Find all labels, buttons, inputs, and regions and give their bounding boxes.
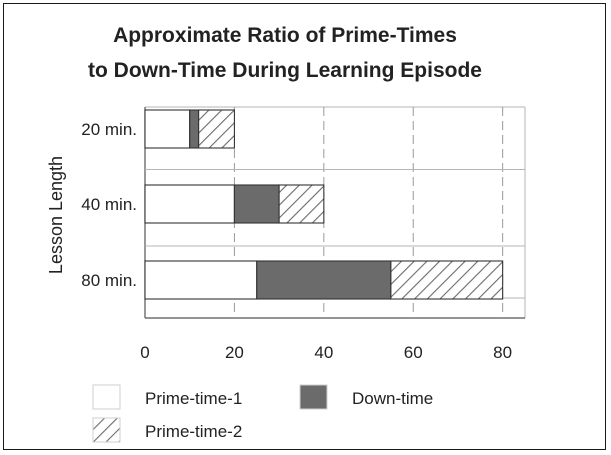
category-labels: 20 min. 40 min. 80 min. bbox=[81, 120, 137, 290]
bar-down-time-2 bbox=[256, 260, 392, 300]
bars bbox=[144, 109, 504, 300]
x-tick-label-20: 20 bbox=[225, 343, 244, 362]
bar-down-time-0 bbox=[189, 109, 200, 149]
category-label-2: 80 min. bbox=[81, 271, 137, 290]
legend: Prime-time-1 Down-time Prime-time-2 bbox=[92, 384, 433, 443]
legend-swatch-prime-time-1 bbox=[92, 384, 121, 410]
y-axis-label: Lesson Length bbox=[46, 156, 66, 274]
chart-title-line-2: to Down-Time During Learning Episode bbox=[88, 59, 482, 82]
legend-label-prime-time-1: Prime-time-1 bbox=[145, 389, 242, 408]
x-tick-labels: 0 20 40 60 80 bbox=[140, 343, 512, 362]
x-tick-label-60: 60 bbox=[404, 343, 423, 362]
bar-prime-time-1-2 bbox=[144, 260, 258, 300]
bar-prime-time-2-1 bbox=[278, 184, 325, 224]
x-tick-label-40: 40 bbox=[314, 343, 333, 362]
legend-label-prime-time-2: Prime-time-2 bbox=[145, 422, 242, 441]
x-tick-label-0: 0 bbox=[140, 343, 149, 362]
chart-frame bbox=[3, 3, 606, 450]
bar-prime-time-1-1 bbox=[144, 184, 235, 224]
legend-swatch-prime-time-2 bbox=[92, 417, 121, 443]
chart-title-line-1: Approximate Ratio of Prime-Times bbox=[113, 24, 457, 47]
category-label-0: 20 min. bbox=[81, 120, 137, 139]
legend-label-down-time: Down-time bbox=[352, 389, 433, 408]
bar-prime-time-2-2 bbox=[390, 260, 504, 300]
bar-prime-time-1-0 bbox=[144, 109, 191, 149]
bar-down-time-1 bbox=[233, 184, 280, 224]
bar-prime-time-2-0 bbox=[198, 109, 235, 149]
category-label-1: 40 min. bbox=[81, 195, 137, 214]
x-tick-label-80: 80 bbox=[493, 343, 512, 362]
legend-swatch-down-time bbox=[299, 384, 328, 410]
